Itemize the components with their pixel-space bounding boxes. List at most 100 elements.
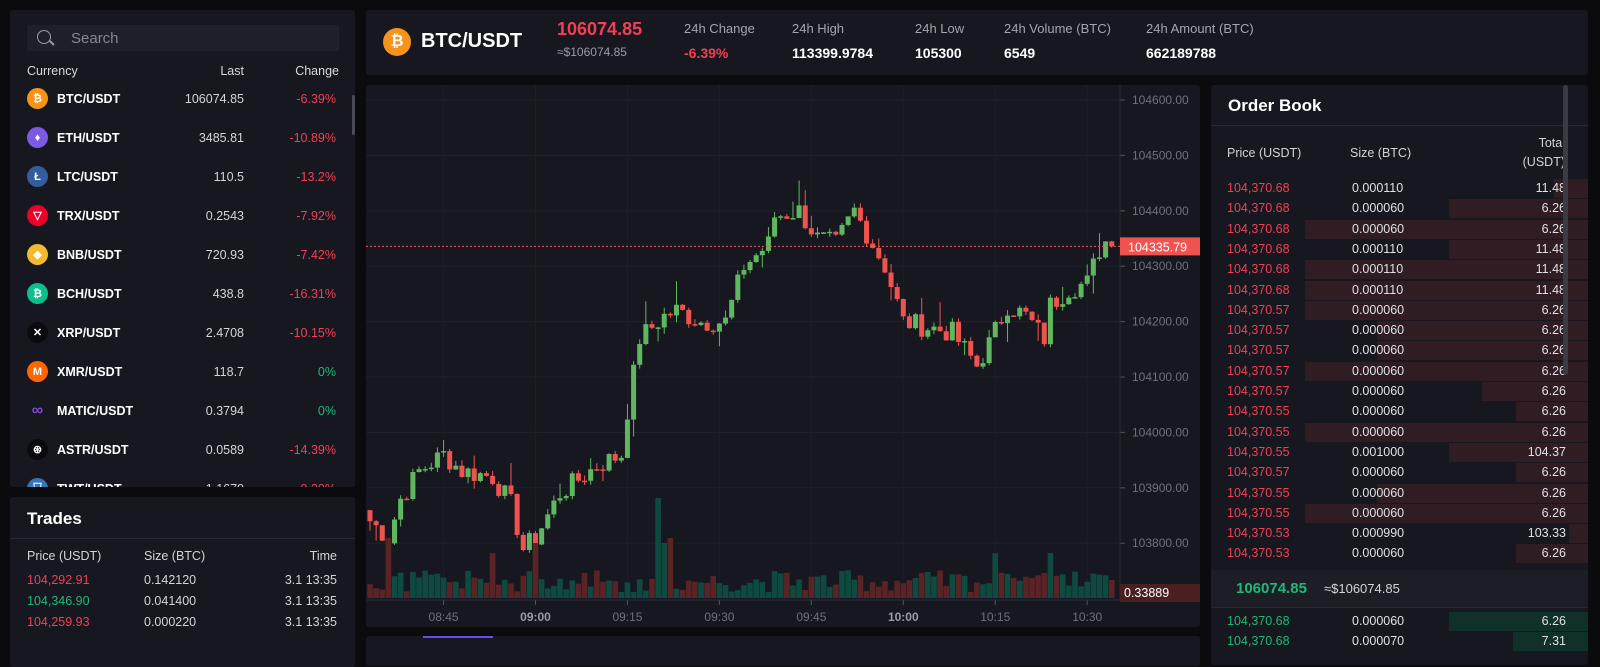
candle — [906, 313, 912, 329]
market-row-ltc[interactable]: Ł LTC/USDT 110.5 -13.2% — [27, 166, 339, 205]
market-row-trx[interactable]: ▽ TRX/USDT 0.2543 -7.92% — [27, 205, 339, 244]
volume-bar — [875, 586, 882, 598]
volume-bar — [367, 584, 373, 598]
order-total: 6.26 — [1541, 424, 1566, 439]
pair-title[interactable]: BTC/USDT — [421, 30, 523, 52]
ask-row[interactable]: 104,370.55 0.001000 104.37 — [1211, 442, 1588, 462]
order-price: 104,370.57 — [1227, 384, 1290, 398]
x-tick-label: 10:30 — [1072, 610, 1102, 624]
col-total-unit: (USDT) — [1522, 155, 1565, 169]
ask-row[interactable]: 104,370.55 0.000060 6.26 — [1211, 503, 1588, 523]
col-currency[interactable]: Currency — [27, 64, 78, 78]
volume-bar — [747, 582, 753, 598]
candle — [864, 216, 870, 247]
depth-bar — [1448, 442, 1588, 462]
active-tab-indicator[interactable] — [423, 636, 493, 638]
market-row-xmr[interactable]: M XMR/USDT 118.7 0% — [27, 361, 339, 400]
ask-row[interactable]: 104,370.55 0.000060 6.26 — [1211, 483, 1588, 503]
order-total: 6.26 — [1541, 505, 1566, 520]
market-row-twt[interactable]: ⛉ TWT/USDT 1.1670 -9.20% — [27, 478, 339, 487]
volume-bar — [514, 591, 520, 598]
base: XRP — [57, 326, 83, 340]
market-row-eth[interactable]: ♦ ETH/USDT 3485.81 -10.89% — [27, 127, 339, 166]
ask-row[interactable]: 104,370.57 0.000060 6.26 — [1211, 381, 1588, 401]
ask-row[interactable]: 104,370.55 0.000060 6.26 — [1211, 401, 1588, 422]
ask-row[interactable]: 104,370.57 0.000060 6.26 — [1211, 361, 1588, 381]
search-input[interactable] — [71, 25, 331, 51]
market-row-xrp[interactable]: ✕ XRP/USDT 2.4708 -10.15% — [27, 322, 339, 361]
candle-body — [735, 274, 741, 300]
ask-row[interactable]: 104,370.68 0.000110 11.48 — [1211, 239, 1588, 259]
pair-name: XMR/USDT — [57, 365, 122, 379]
candle-body — [882, 258, 888, 273]
volume-bar — [465, 570, 471, 598]
order-price: 104,370.57 — [1227, 343, 1290, 358]
candlestick-chart[interactable]: 104600.00 104500.00 104400.00 104300.00 1042… — [366, 85, 1200, 627]
market-row-bnb[interactable]: ◈ BNB/USDT 720.93 -7.42% — [27, 244, 339, 283]
market-row-astr[interactable]: ⊛ ASTR/USDT 0.0589 -14.39% — [27, 439, 339, 478]
ask-row[interactable]: 104,370.53 0.000060 6.26 — [1211, 543, 1588, 564]
candle-body — [937, 326, 943, 332]
bnb-icon: ◈ — [27, 244, 48, 265]
last-price: 0.3794 — [205, 404, 244, 418]
volume-bar — [661, 543, 668, 598]
depth-bar — [1305, 300, 1588, 320]
volume-bar — [955, 574, 962, 598]
market-row-matic[interactable]: ∞ MATIC/USDT 0.3794 0% — [27, 400, 339, 439]
ask-row[interactable]: 104,370.68 0.000110 11.48 — [1211, 280, 1588, 300]
ask-row[interactable]: 104,370.53 0.000990 103.33 — [1211, 523, 1588, 544]
candle — [894, 282, 900, 302]
ask-row[interactable]: 104,370.57 0.000060 6.26 — [1211, 300, 1588, 320]
volume-bar — [667, 538, 674, 598]
order-price: 104,370.55 — [1227, 424, 1290, 439]
candle — [422, 466, 428, 473]
order-book-panel: Order Book Price (USDT) Size (BTC) Total… — [1211, 85, 1588, 665]
change-percent: -6.39% — [296, 92, 336, 106]
bid-row[interactable]: 104,370.68 0.000070 7.31 — [1211, 631, 1588, 652]
volume-bar — [980, 584, 986, 598]
stat-0: 24h Change -6.39% — [684, 21, 755, 61]
y-tick-label: 104100.00 — [1132, 370, 1189, 384]
trades-title: Trades — [27, 509, 82, 528]
candle-body — [398, 498, 404, 520]
last-price: 438.8 — [212, 287, 244, 301]
base: MATIC — [57, 404, 96, 418]
ask-row[interactable]: 104,370.57 0.000060 6.26 — [1211, 340, 1588, 361]
ask-row[interactable]: 104,370.68 0.000060 6.26 — [1211, 219, 1588, 239]
col-last[interactable]: Last — [220, 64, 244, 78]
market-row-bch[interactable]: ₿ BCH/USDT 438.8 -16.31% — [27, 283, 339, 322]
ask-row[interactable]: 104,370.68 0.000060 6.26 — [1211, 198, 1588, 219]
page-scrollbar[interactable] — [1563, 85, 1568, 375]
ask-row[interactable]: 104,370.57 0.000060 6.26 — [1211, 462, 1588, 483]
candle — [839, 222, 845, 236]
order-size: 0.000060 — [1352, 485, 1405, 500]
candle — [808, 215, 814, 237]
change-percent: -10.89% — [289, 131, 336, 145]
depth-bar — [1516, 402, 1588, 422]
volume-bar — [1016, 580, 1023, 598]
candle — [459, 460, 465, 478]
bid-row[interactable]: 104,370.68 0.000060 6.26 — [1211, 611, 1588, 631]
chart-canvas[interactable]: 104600.00 104500.00 104400.00 104300.00 1042… — [366, 85, 1200, 627]
volume-bar — [1096, 574, 1103, 598]
volume-bar — [906, 580, 913, 598]
candle — [790, 201, 796, 220]
ask-row[interactable]: 104,370.68 0.000110 11.48 — [1211, 259, 1588, 280]
ask-row[interactable]: 104,370.68 0.000110 11.48 — [1211, 178, 1588, 198]
candle-body — [1103, 241, 1109, 258]
ask-row[interactable]: 104,370.57 0.000060 6.26 — [1211, 320, 1588, 341]
markets-scrollbar[interactable] — [352, 95, 355, 135]
candle-body — [1096, 257, 1102, 259]
candle-body — [765, 236, 771, 251]
ask-row[interactable]: 104,370.55 0.000060 6.26 — [1211, 422, 1588, 442]
change-percent: -9.20% — [296, 482, 336, 487]
col-change[interactable]: Change — [295, 64, 339, 78]
market-row-btc[interactable]: ₿ BTC/USDT 106074.85 -6.39% — [27, 88, 339, 127]
order-total: 6.26 — [1541, 363, 1566, 378]
volume-bar — [471, 577, 478, 598]
candle — [514, 493, 520, 539]
order-size: 0.000060 — [1352, 404, 1405, 419]
last-price-usd: ≈$106074.85 — [557, 45, 627, 59]
order-total: 6.26 — [1541, 485, 1566, 500]
search-box[interactable] — [27, 25, 339, 51]
